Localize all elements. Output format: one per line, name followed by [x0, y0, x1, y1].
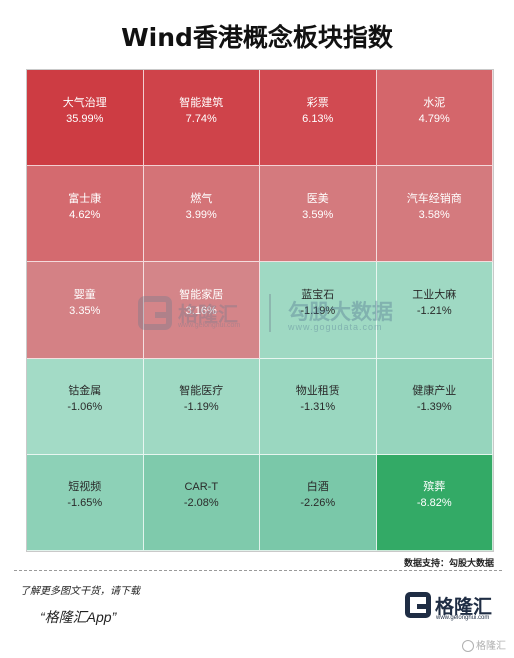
cell-value: 3.16%: [185, 304, 217, 317]
heatmap-cell: 智能建筑 7.74%: [143, 70, 260, 167]
heatmap-cell: 燃气 3.99%: [143, 166, 260, 263]
heatmap-cell: 智能家居 3.16%: [143, 262, 260, 359]
heatmap-cell: 医美 3.59%: [260, 166, 377, 263]
cell-name: 蓝宝石: [301, 288, 335, 301]
data-source: 数据支持：勾股大数据: [403, 558, 494, 568]
corner-watermark: 格隆汇: [462, 637, 506, 652]
cell-name: 钴金属: [68, 385, 102, 398]
cell-value: -1.39%: [416, 401, 452, 414]
heatmap-cell: 短视频 -1.65%: [27, 454, 144, 551]
cell-value: 3.99%: [185, 208, 217, 221]
divider: [14, 570, 502, 571]
cell-name: 彩票: [306, 96, 329, 109]
heatmap-cell: 婴童 3.35%: [27, 262, 144, 359]
heatmap-cell: 富士康 4.62%: [27, 166, 144, 263]
heatmap-cell: 工业大麻 -1.21%: [376, 262, 493, 359]
cell-name: 水泥: [423, 96, 446, 109]
cell-value: -8.82%: [416, 497, 452, 510]
footer-app-name: “格隆汇App”: [40, 609, 117, 625]
corner-logo-icon: [462, 640, 474, 652]
cell-value: -1.65%: [67, 497, 103, 510]
cell-value: -1.21%: [416, 304, 452, 317]
heatmap-cell: 殡葬 -8.82%: [376, 454, 493, 551]
logo-url: www.gelonghui.com: [436, 615, 490, 621]
cell-value: 4.79%: [418, 112, 450, 125]
heatmap-cell: 钴金属 -1.06%: [27, 358, 144, 455]
heatmap-cell: 汽车经销商 3.58%: [376, 166, 493, 263]
cell-value: 3.58%: [418, 208, 450, 221]
heatmap-grid: 大气治理 35.99% 智能建筑 7.74% 彩票 6.13% 水泥 4.79% 富士康 4.62…: [26, 69, 494, 552]
cell-value: 4.62%: [69, 208, 101, 221]
heatmap-cell: 大气治理 35.99%: [27, 70, 144, 167]
gelonghui-logo: 格隆汇 www.gelonghui.com: [405, 590, 500, 626]
cell-value: 3.59%: [302, 208, 334, 221]
cell-name: CAR-T: [184, 481, 219, 494]
corner-watermark-text: 格隆汇: [476, 640, 506, 652]
heatmap-cell: 水泥 4.79%: [376, 70, 493, 167]
cell-value: 35.99%: [66, 112, 104, 125]
cell-value: 6.13%: [302, 112, 334, 125]
cell-name: 婴童: [73, 288, 96, 301]
cell-name: 殡葬: [423, 481, 446, 494]
cell-name: 白酒: [306, 481, 329, 494]
logo-text: 格隆汇: [435, 597, 493, 618]
cell-name: 智能医疗: [179, 385, 224, 398]
cell-value: 7.74%: [185, 112, 217, 125]
heatmap-cell: 白酒 -2.26%: [260, 454, 377, 551]
heatmap-cell: 彩票 6.13%: [260, 70, 377, 167]
cell-name: 燃气: [190, 192, 213, 205]
heatmap-cell: 智能医疗 -1.19%: [143, 358, 260, 455]
cell-name: 健康产业: [412, 385, 457, 398]
cell-name: 短视频: [68, 481, 102, 494]
cell-value: -1.06%: [67, 401, 103, 414]
heatmap-cell: 蓝宝石 -1.19%: [260, 262, 377, 359]
cell-value: -2.08%: [183, 497, 219, 510]
cell-value: -1.19%: [300, 304, 336, 317]
heatmap-cell: CAR-T -2.08%: [143, 454, 260, 551]
cell-name: 物业租赁: [295, 385, 340, 398]
heatmap-cell: 物业租赁 -1.31%: [260, 358, 377, 455]
cell-value: -1.31%: [300, 401, 336, 414]
cell-name: 智能家居: [179, 288, 224, 301]
page-title: Wind香港概念板块指数: [121, 23, 393, 52]
cell-name: 汽车经销商: [406, 192, 462, 205]
cell-name: 大气治理: [62, 96, 107, 109]
heatmap-cell: 健康产业 -1.39%: [376, 358, 493, 455]
cell-name: 富士康: [68, 192, 102, 205]
gelonghui-g-icon: [405, 592, 431, 618]
cell-name: 医美: [306, 192, 329, 205]
cell-value: 3.35%: [69, 304, 101, 317]
footer-note: 了解更多图文干货，请下载: [20, 586, 140, 597]
cell-value: -1.19%: [183, 401, 219, 414]
cell-value: -2.26%: [300, 497, 336, 510]
cell-name: 工业大麻: [412, 288, 457, 301]
cell-name: 智能建筑: [179, 96, 224, 109]
